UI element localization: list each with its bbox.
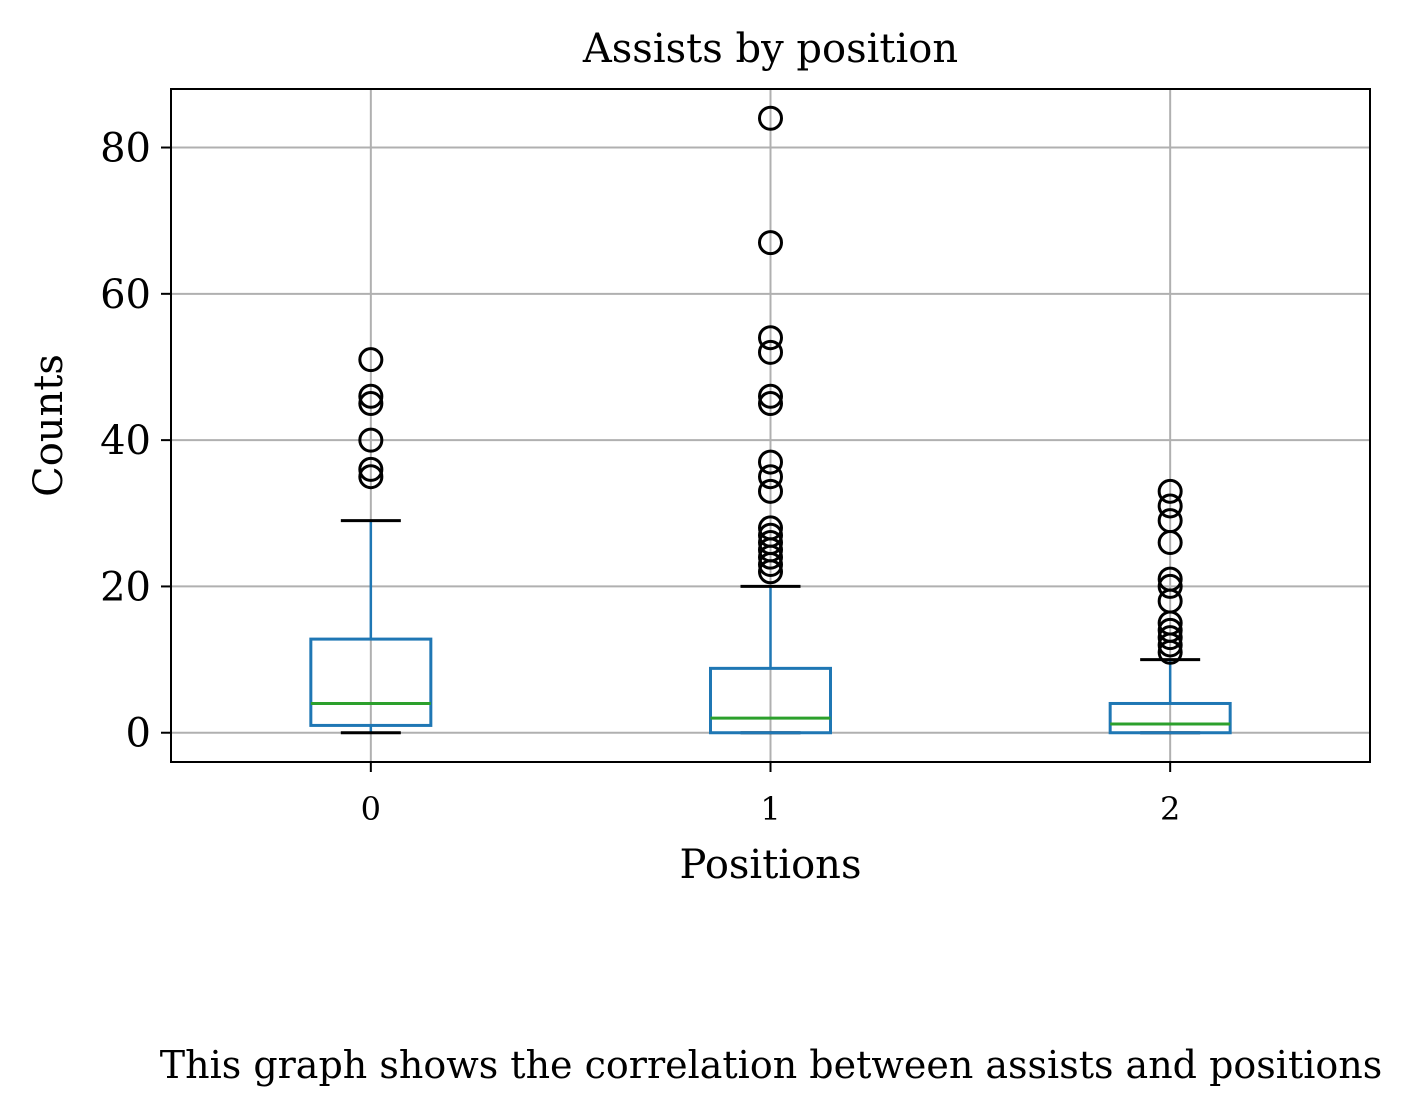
outlier-point: [1157, 566, 1183, 592]
x-tick-label: 0: [361, 790, 381, 828]
outlier-point: [1157, 493, 1183, 519]
outlier-point: [1157, 617, 1183, 643]
box-2: [1108, 478, 1232, 735]
outlier-point: [358, 347, 384, 373]
iqr-box: [1108, 701, 1232, 735]
y-axis-ticks: 0 20 40 60 80: [100, 126, 171, 757]
y-tick-label: 80: [100, 126, 151, 172]
outlier-point: [358, 464, 384, 490]
y-tick-label: 0: [126, 711, 151, 757]
outlier-point: [1157, 478, 1183, 504]
x-axis-label: Positions: [680, 842, 862, 888]
y-tick-label: 20: [100, 564, 151, 610]
outlier-point: [358, 427, 384, 453]
outlier-point: [358, 456, 384, 482]
outlier-point: [758, 105, 783, 131]
iqr-box: [709, 666, 832, 735]
x-tick-label: 2: [1160, 790, 1180, 828]
outlier-point: [758, 478, 783, 504]
outlier-point: [758, 449, 783, 475]
outlier-point: [1157, 625, 1183, 651]
x-axis-ticks: 0 1 2: [361, 762, 1180, 828]
y-tick-label: 40: [100, 418, 151, 464]
box-1: [709, 105, 832, 735]
outlier-point: [358, 383, 384, 409]
outlier-point: [758, 391, 783, 417]
box-group: [309, 105, 1232, 735]
caption-text: This graph shows the correlation between…: [160, 1043, 1382, 1087]
y-axis-label: Counts: [26, 354, 72, 497]
outlier-point: [758, 383, 783, 409]
chart-title: Assists by position: [582, 26, 958, 72]
x-tick-label: 1: [760, 790, 780, 828]
y-tick-label: 60: [100, 272, 151, 318]
outlier-point: [758, 325, 783, 351]
outlier-point: [758, 464, 783, 490]
outlier-point: [758, 522, 783, 548]
iqr-box: [309, 637, 433, 727]
outlier-point: [358, 391, 384, 417]
outlier-point: [758, 339, 783, 365]
box-0: [309, 347, 433, 735]
outlier-point: [1157, 508, 1183, 534]
outlier-point: [758, 530, 783, 556]
outlier-point: [758, 515, 783, 541]
outlier-point: [758, 230, 783, 256]
outlier-point: [1157, 573, 1183, 599]
